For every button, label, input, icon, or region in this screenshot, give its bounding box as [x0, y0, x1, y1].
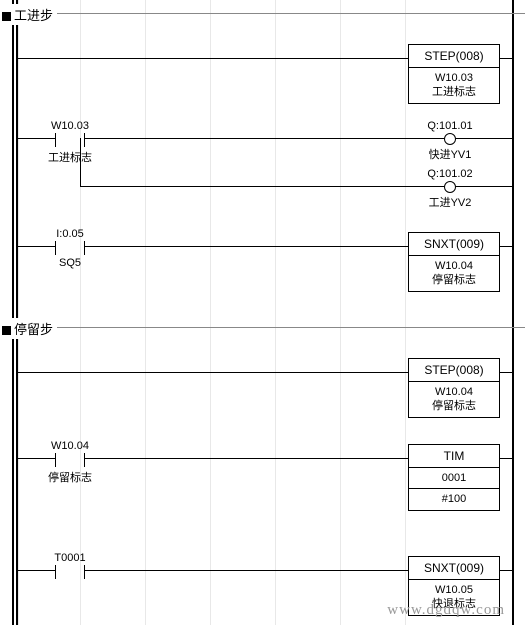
contact-address: I:0.05: [40, 228, 100, 240]
output-coil: Q:101.01 快进YV1: [422, 120, 478, 162]
section-title: 停留步: [0, 318, 57, 339]
function-head: SNXT(009): [409, 557, 499, 580]
function-head: STEP(008): [409, 359, 499, 382]
contact: I:0.05 SQ5: [40, 228, 100, 269]
function-block: TIM0001#100: [408, 444, 500, 511]
coil-label: 快进YV1: [422, 146, 478, 162]
section-title: 工进步: [0, 4, 57, 25]
contact: T0001: [40, 552, 100, 581]
function-row: 0001: [409, 468, 499, 488]
function-row: W10.03工进标志: [409, 68, 499, 103]
function-block: SNXT(009)W10.04停留标志: [408, 232, 500, 292]
contact-label: 停留标志: [40, 469, 100, 485]
output-coil: Q:101.02 工进YV2: [422, 168, 478, 210]
function-head: TIM: [409, 445, 499, 468]
contact-address: W10.04: [40, 440, 100, 452]
function-block: STEP(008)W10.03工进标志: [408, 44, 500, 104]
contact-label: 工进标志: [40, 149, 100, 165]
contact: W10.04 停留标志: [40, 440, 100, 485]
coil-label: 工进YV2: [422, 194, 478, 210]
function-row: W10.04停留标志: [409, 382, 499, 417]
function-block: STEP(008)W10.04停留标志: [408, 358, 500, 418]
section-title-text: 工进步: [14, 8, 53, 23]
coil-symbol: [444, 133, 456, 145]
contact-address: T0001: [40, 552, 100, 564]
function-head: SNXT(009): [409, 233, 499, 256]
coil-address: Q:101.01: [422, 120, 478, 132]
ladder-diagram: 工进步停留步 STEP(008)W10.03工进标志 W10.03 工进标志 Q:101…: [0, 0, 525, 625]
function-row: W10.04停留标志: [409, 256, 499, 291]
section-title-text: 停留步: [14, 322, 53, 337]
coil-symbol: [444, 181, 456, 193]
contact: W10.03 工进标志: [40, 120, 100, 165]
watermark: www.dgdqw.com: [387, 602, 505, 619]
function-head: STEP(008): [409, 45, 499, 68]
coil-address: Q:101.02: [422, 168, 478, 180]
contact-label: SQ5: [40, 257, 100, 269]
function-row: #100: [409, 489, 499, 509]
contact-address: W10.03: [40, 120, 100, 132]
